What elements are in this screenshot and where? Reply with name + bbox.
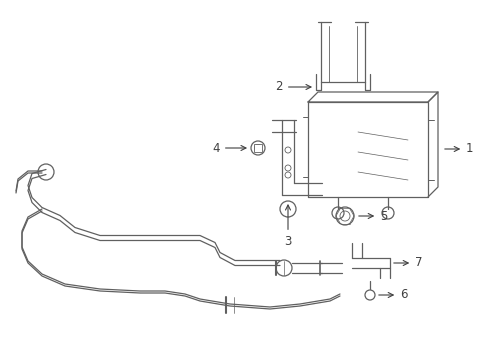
Text: 2: 2 — [275, 81, 310, 94]
Text: 3: 3 — [284, 205, 291, 248]
Text: 5: 5 — [358, 210, 386, 222]
Text: 6: 6 — [378, 288, 407, 302]
Text: 4: 4 — [212, 141, 245, 154]
Text: 1: 1 — [444, 143, 472, 156]
Bar — [253, 144, 262, 152]
Text: 7: 7 — [393, 256, 422, 270]
